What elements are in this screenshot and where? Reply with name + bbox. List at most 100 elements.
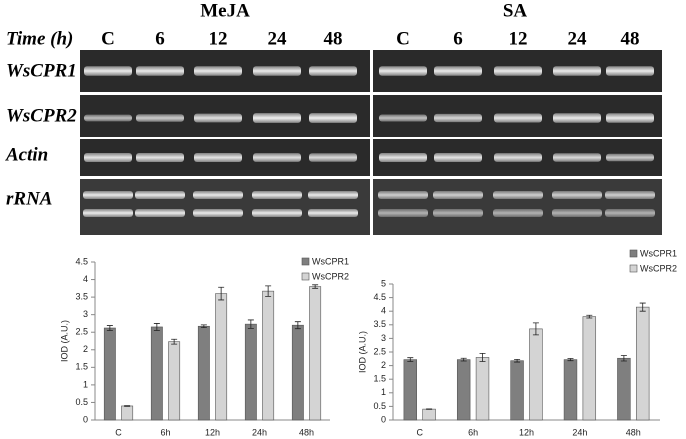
time-label: Time (h) xyxy=(6,28,73,49)
gel-band xyxy=(309,66,357,76)
error-bar xyxy=(312,284,319,289)
gel-band xyxy=(83,209,133,217)
bar xyxy=(150,326,163,421)
bar xyxy=(510,360,524,421)
gel-band xyxy=(434,152,482,163)
gel-band xyxy=(379,66,427,76)
row-label: Actin xyxy=(5,144,48,165)
gel-band xyxy=(253,66,301,76)
gel-band xyxy=(433,209,483,217)
x-tick-label: 12h xyxy=(205,427,220,437)
gel-band xyxy=(553,153,601,162)
gel-band xyxy=(193,209,243,217)
error-bar xyxy=(514,358,521,363)
legend-label: WsCPR1 xyxy=(640,248,677,258)
x-tick-label: 6h xyxy=(468,427,478,437)
gel-band xyxy=(252,209,302,217)
y-tick-label: 3 xyxy=(381,333,386,343)
bar xyxy=(617,357,631,421)
bar xyxy=(244,323,257,421)
error-bar xyxy=(124,405,131,407)
gel-panel xyxy=(80,50,662,235)
gel-band xyxy=(308,191,358,199)
y-tick-label: 0.5 xyxy=(75,397,88,407)
gel-band xyxy=(494,153,542,162)
error-bar xyxy=(620,355,627,362)
gel-band xyxy=(434,113,482,123)
y-tick-label: 3 xyxy=(83,309,88,319)
x-tick-label: C xyxy=(416,427,423,437)
y-tick-label: 0 xyxy=(381,414,386,424)
lane-label: 48 xyxy=(621,28,640,49)
gel-band xyxy=(309,113,357,123)
legend-swatch xyxy=(629,264,638,273)
lane-label: 6 xyxy=(453,28,463,49)
gel-band xyxy=(433,191,483,199)
lane-label: C xyxy=(396,28,410,49)
gel-band xyxy=(606,153,654,162)
gel-band xyxy=(194,66,242,76)
error-bar xyxy=(200,324,207,329)
bar xyxy=(168,341,181,421)
gel-band xyxy=(83,191,133,199)
gel-band xyxy=(308,209,358,217)
y-tick-label: 3.5 xyxy=(75,291,88,301)
bar xyxy=(529,328,543,421)
legend-label: WsCPR1 xyxy=(312,256,349,266)
gel-band xyxy=(252,191,302,199)
y-tick-label: 4.5 xyxy=(75,256,88,266)
gel-band xyxy=(136,66,184,76)
lane-label: 24 xyxy=(568,28,588,49)
bar xyxy=(475,357,490,421)
error-bar xyxy=(294,321,301,330)
gel-band xyxy=(605,209,655,217)
error-bar xyxy=(153,323,160,331)
y-tick-label: 0 xyxy=(83,414,88,424)
y-tick-label: 1.5 xyxy=(373,374,386,384)
bar xyxy=(215,293,228,421)
x-tick-label: 12h xyxy=(519,427,534,437)
bar xyxy=(456,359,471,421)
gel-band xyxy=(493,209,543,217)
y-tick-label: 4.5 xyxy=(373,292,386,302)
legend-label: WsCPR2 xyxy=(312,271,349,281)
y-tick-label: 1.5 xyxy=(75,362,88,372)
y-tick-label: 3.5 xyxy=(373,319,386,329)
y-axis-label: IOD (A.U.) xyxy=(357,331,367,373)
error-bar xyxy=(407,357,414,362)
x-tick-label: 24h xyxy=(572,427,587,437)
bar xyxy=(121,405,134,421)
y-tick-label: 0.5 xyxy=(373,401,386,411)
error-bar xyxy=(479,352,486,362)
y-tick-label: 2.5 xyxy=(373,346,386,356)
lane-label: 48 xyxy=(324,28,343,49)
gel-band xyxy=(135,209,185,217)
legend-swatch xyxy=(301,272,310,281)
gel-band xyxy=(194,152,242,163)
error-bar xyxy=(586,314,593,319)
y-tick-label: 2.5 xyxy=(75,327,88,337)
error-bar xyxy=(218,286,225,301)
x-tick-label: 48h xyxy=(626,427,641,437)
lane-label: 24 xyxy=(268,28,288,49)
bar xyxy=(582,316,597,421)
gel-band xyxy=(552,191,602,199)
x-tick-label: 6h xyxy=(160,427,170,437)
bar xyxy=(422,408,436,421)
gel-band xyxy=(84,114,132,122)
error-bar xyxy=(171,338,178,345)
gel-band xyxy=(84,66,132,76)
gel-band xyxy=(379,152,427,163)
gel-band xyxy=(135,191,185,199)
error-bar xyxy=(567,358,574,362)
gel-band xyxy=(553,66,601,76)
gel-band xyxy=(193,191,243,199)
bar xyxy=(291,324,304,421)
error-bar xyxy=(532,322,539,336)
bar xyxy=(635,306,650,421)
error-bar xyxy=(639,302,646,312)
gel-band xyxy=(136,114,184,122)
bar xyxy=(403,359,418,421)
gel-band xyxy=(606,66,654,76)
